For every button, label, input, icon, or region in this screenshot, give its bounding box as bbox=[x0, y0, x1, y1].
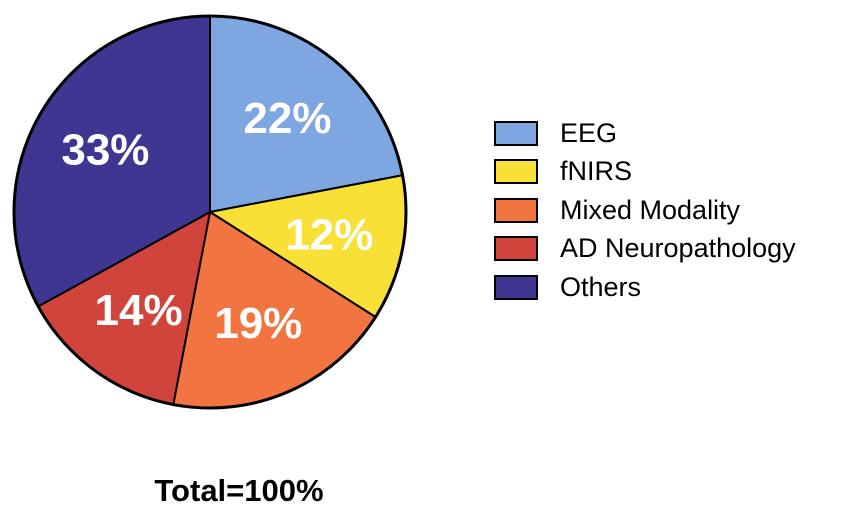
legend-label-others: Others bbox=[560, 271, 642, 302]
slice-label-ad-neuropathology: 14% bbox=[95, 286, 183, 335]
legend-label-mixed-modality: Mixed Modality bbox=[560, 194, 741, 225]
legend-label-fnirs: fNIRS bbox=[560, 156, 633, 187]
legend-item-fnirs: fNIRS bbox=[494, 153, 796, 192]
pie-outline bbox=[12, 14, 408, 410]
pie-slices bbox=[12, 14, 408, 410]
slice-label-mixed-modality: 19% bbox=[214, 299, 302, 348]
slice-label-fnirs: 12% bbox=[285, 210, 373, 259]
legend-label-ad-neuropathology: AD Neuropathology bbox=[560, 233, 796, 264]
legend-swatch-eeg bbox=[494, 120, 538, 146]
legend-item-mixed-modality: Mixed Modality bbox=[494, 191, 796, 230]
legend-label-eeg: EEG bbox=[560, 117, 618, 148]
legend-swatch-fnirs bbox=[494, 159, 538, 185]
total-label: Total=100% bbox=[154, 473, 324, 508]
legend: EEG fNIRS Mixed Modality AD Neuropathology O… bbox=[494, 114, 796, 307]
legend-item-eeg: EEG bbox=[494, 114, 796, 153]
slice-label-others: 33% bbox=[61, 126, 149, 175]
legend-swatch-mixed-modality bbox=[494, 197, 538, 223]
legend-swatch-others bbox=[494, 274, 538, 300]
legend-item-ad-neuropathology: AD Neuropathology bbox=[494, 230, 796, 269]
slice-label-eeg: 22% bbox=[243, 94, 331, 143]
pie-value-labels: 22% 12% 19% 14% 33% bbox=[61, 94, 373, 348]
legend-swatch-ad-neuropathology bbox=[494, 236, 538, 262]
legend-item-others: Others bbox=[494, 268, 796, 307]
